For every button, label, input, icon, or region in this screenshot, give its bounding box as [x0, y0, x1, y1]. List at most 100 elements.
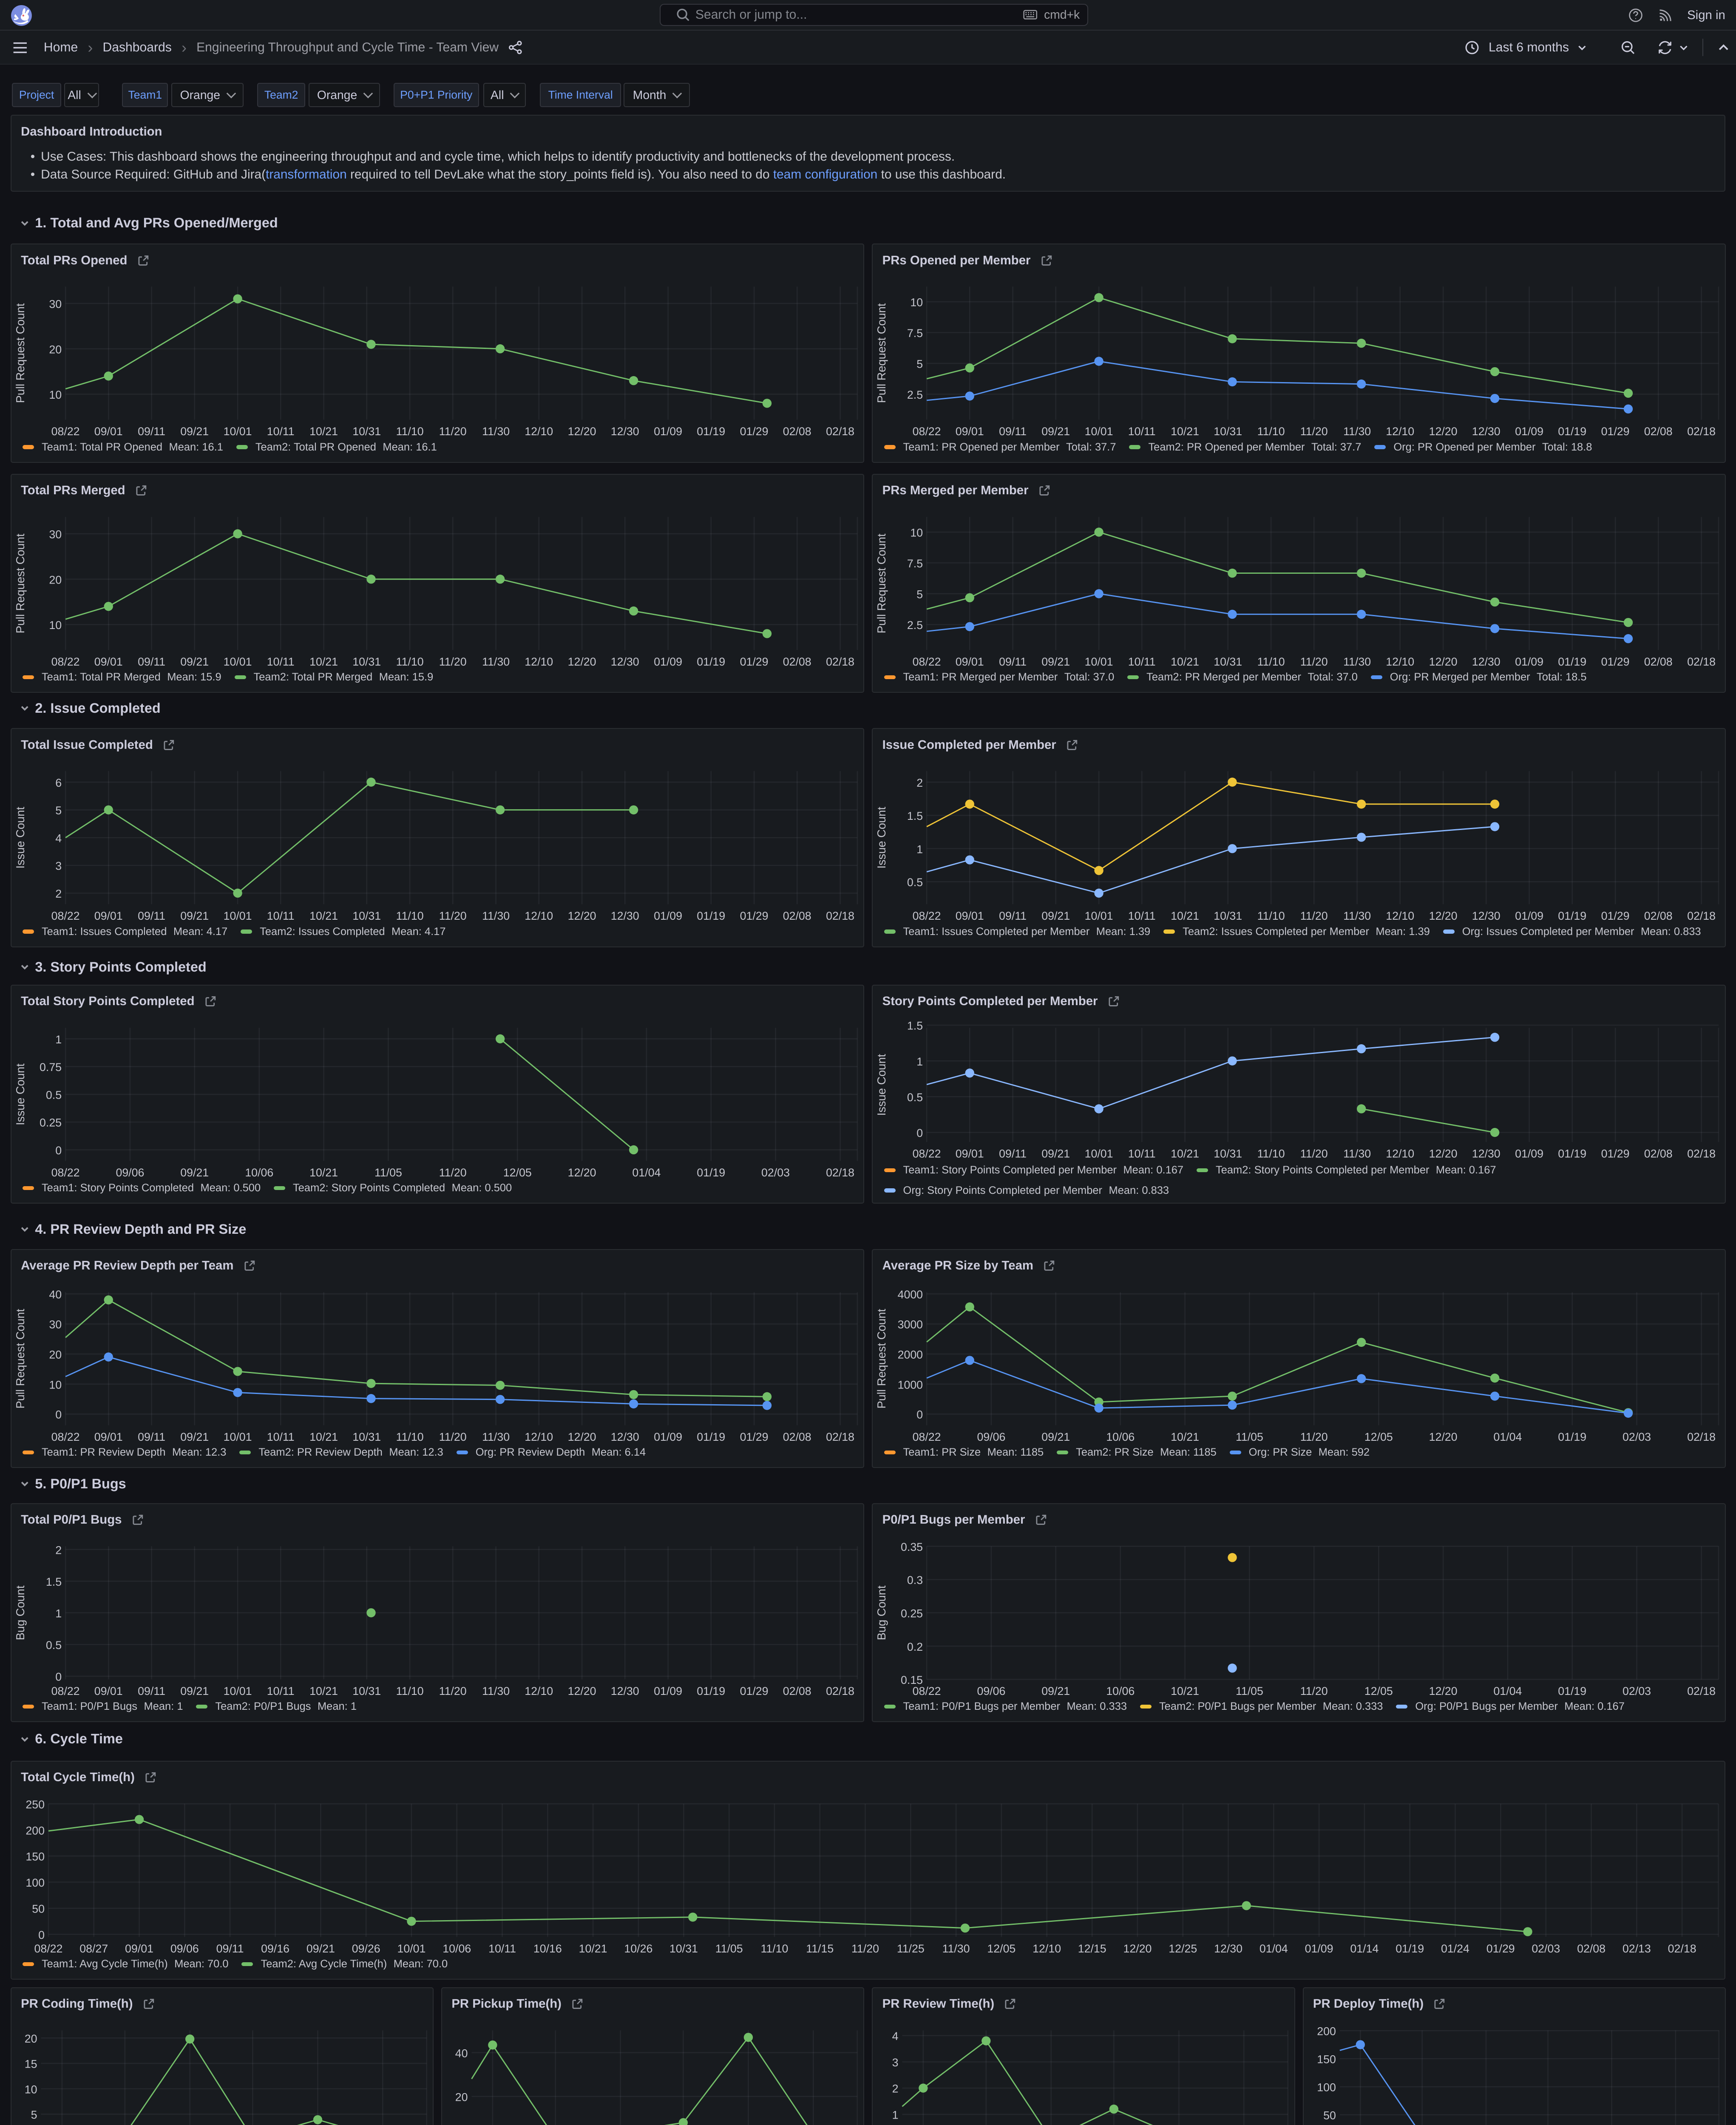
svg-text:15: 15: [24, 2059, 37, 2071]
svg-text:12/10: 12/10: [525, 657, 553, 669]
svg-text:100: 100: [1317, 2082, 1336, 2094]
svg-text:150: 150: [26, 1852, 45, 1864]
svg-text:11/10: 11/10: [396, 1432, 423, 1444]
svg-text:10: 10: [49, 620, 62, 632]
svg-text:1: 1: [916, 844, 923, 856]
svg-text:30: 30: [49, 1320, 62, 1332]
svg-text:10/31: 10/31: [669, 1944, 698, 1955]
svg-text:11/30: 11/30: [482, 911, 510, 923]
svg-text:1000: 1000: [898, 1380, 923, 1391]
svg-text:01/04: 01/04: [632, 1167, 661, 1179]
svg-text:08/22: 08/22: [34, 1944, 62, 1955]
svg-text:02/18: 02/18: [1687, 1686, 1716, 1698]
svg-text:10/06: 10/06: [1106, 1686, 1135, 1698]
svg-text:40: 40: [49, 1289, 62, 1301]
svg-text:09/11: 09/11: [999, 911, 1027, 923]
svg-text:01/29: 01/29: [1601, 427, 1630, 439]
svg-text:10: 10: [24, 2085, 37, 2097]
svg-text:11/10: 11/10: [1257, 1149, 1285, 1161]
svg-text:50: 50: [32, 1904, 45, 1916]
svg-text:11/05: 11/05: [1236, 1686, 1263, 1698]
svg-text:10/11: 10/11: [267, 427, 294, 439]
svg-text:10/21: 10/21: [309, 1686, 338, 1698]
svg-text:10/01: 10/01: [223, 427, 252, 439]
svg-text:10/11: 10/11: [1128, 911, 1156, 923]
svg-text:09/21: 09/21: [180, 1686, 209, 1698]
svg-text:0.5: 0.5: [907, 878, 923, 890]
svg-text:0.5: 0.5: [46, 1640, 62, 1652]
svg-text:7.5: 7.5: [907, 329, 923, 340]
svg-text:5: 5: [916, 589, 923, 601]
svg-text:30: 30: [49, 530, 62, 541]
svg-text:10/21: 10/21: [1171, 1686, 1199, 1698]
svg-text:0.3: 0.3: [907, 1575, 923, 1587]
svg-text:11/05: 11/05: [374, 1167, 402, 1179]
svg-text:0.25: 0.25: [40, 1118, 62, 1130]
svg-text:5: 5: [916, 359, 923, 371]
svg-text:11/30: 11/30: [1343, 427, 1371, 439]
svg-text:1: 1: [916, 1057, 923, 1068]
svg-text:0: 0: [38, 1930, 45, 1942]
svg-text:12/30: 12/30: [1214, 1944, 1242, 1955]
svg-text:2: 2: [916, 778, 923, 790]
svg-text:08/22: 08/22: [51, 1686, 79, 1698]
svg-text:02/18: 02/18: [826, 1686, 854, 1698]
svg-text:10/01: 10/01: [1085, 911, 1113, 923]
svg-text:09/11: 09/11: [999, 427, 1027, 439]
svg-text:01/29: 01/29: [1486, 1944, 1515, 1955]
svg-text:Pull Request Count: Pull Request Count: [876, 533, 889, 633]
svg-text:Pull Request Count: Pull Request Count: [876, 303, 889, 403]
svg-text:11/20: 11/20: [1300, 911, 1328, 923]
svg-text:02/03: 02/03: [1623, 1686, 1651, 1698]
svg-text:10/21: 10/21: [309, 1432, 338, 1444]
svg-text:0: 0: [916, 1128, 923, 1140]
svg-text:3: 3: [55, 861, 62, 873]
svg-text:11/30: 11/30: [1343, 1149, 1371, 1161]
svg-text:11/10: 11/10: [1257, 427, 1285, 439]
svg-text:5: 5: [31, 2110, 37, 2122]
svg-text:09/11: 09/11: [138, 657, 165, 669]
svg-text:20: 20: [455, 2092, 468, 2104]
svg-text:12/10: 12/10: [1386, 911, 1415, 923]
svg-text:10/01: 10/01: [1085, 427, 1113, 439]
svg-text:02/18: 02/18: [826, 427, 854, 439]
svg-text:09/01: 09/01: [94, 1432, 122, 1444]
svg-text:10: 10: [911, 528, 923, 540]
svg-text:12/10: 12/10: [1386, 1149, 1415, 1161]
svg-text:01/29: 01/29: [1601, 911, 1630, 923]
svg-text:50: 50: [1323, 2111, 1336, 2122]
svg-text:01/29: 01/29: [1601, 1149, 1630, 1161]
svg-text:11/10: 11/10: [396, 657, 423, 669]
svg-text:100: 100: [26, 1878, 45, 1890]
svg-text:40: 40: [455, 2048, 468, 2060]
svg-text:12/20: 12/20: [567, 1167, 596, 1179]
svg-text:11/20: 11/20: [851, 1944, 879, 1955]
svg-text:10/11: 10/11: [267, 1432, 294, 1444]
svg-text:1.5: 1.5: [46, 1577, 62, 1589]
svg-text:Pull Request Count: Pull Request Count: [876, 1309, 889, 1408]
svg-text:09/21: 09/21: [180, 1432, 209, 1444]
svg-text:Pull Request Count: Pull Request Count: [14, 1309, 27, 1408]
svg-text:0.2: 0.2: [907, 1642, 923, 1654]
svg-text:12/05: 12/05: [987, 1944, 1016, 1955]
svg-text:02/18: 02/18: [826, 911, 854, 923]
svg-text:11/20: 11/20: [439, 427, 466, 439]
svg-text:11/30: 11/30: [482, 657, 510, 669]
svg-text:10/06: 10/06: [1106, 1432, 1135, 1444]
svg-text:01/29: 01/29: [740, 657, 768, 669]
svg-text:02/18: 02/18: [1687, 911, 1716, 923]
svg-text:150: 150: [1317, 2054, 1336, 2066]
svg-text:11/30: 11/30: [942, 1944, 970, 1955]
svg-text:12/30: 12/30: [1472, 657, 1501, 669]
svg-text:09/01: 09/01: [94, 911, 122, 923]
svg-text:01/09: 01/09: [654, 1432, 682, 1444]
svg-text:10/31: 10/31: [352, 657, 381, 669]
svg-text:01/19: 01/19: [1558, 911, 1587, 923]
svg-text:01/19: 01/19: [697, 911, 725, 923]
svg-text:10/11: 10/11: [267, 1686, 294, 1698]
svg-text:09/21: 09/21: [180, 657, 209, 669]
svg-text:09/11: 09/11: [999, 1149, 1027, 1161]
svg-text:10/21: 10/21: [309, 657, 338, 669]
svg-text:10/01: 10/01: [1085, 1149, 1113, 1161]
svg-text:12/20: 12/20: [1429, 911, 1458, 923]
